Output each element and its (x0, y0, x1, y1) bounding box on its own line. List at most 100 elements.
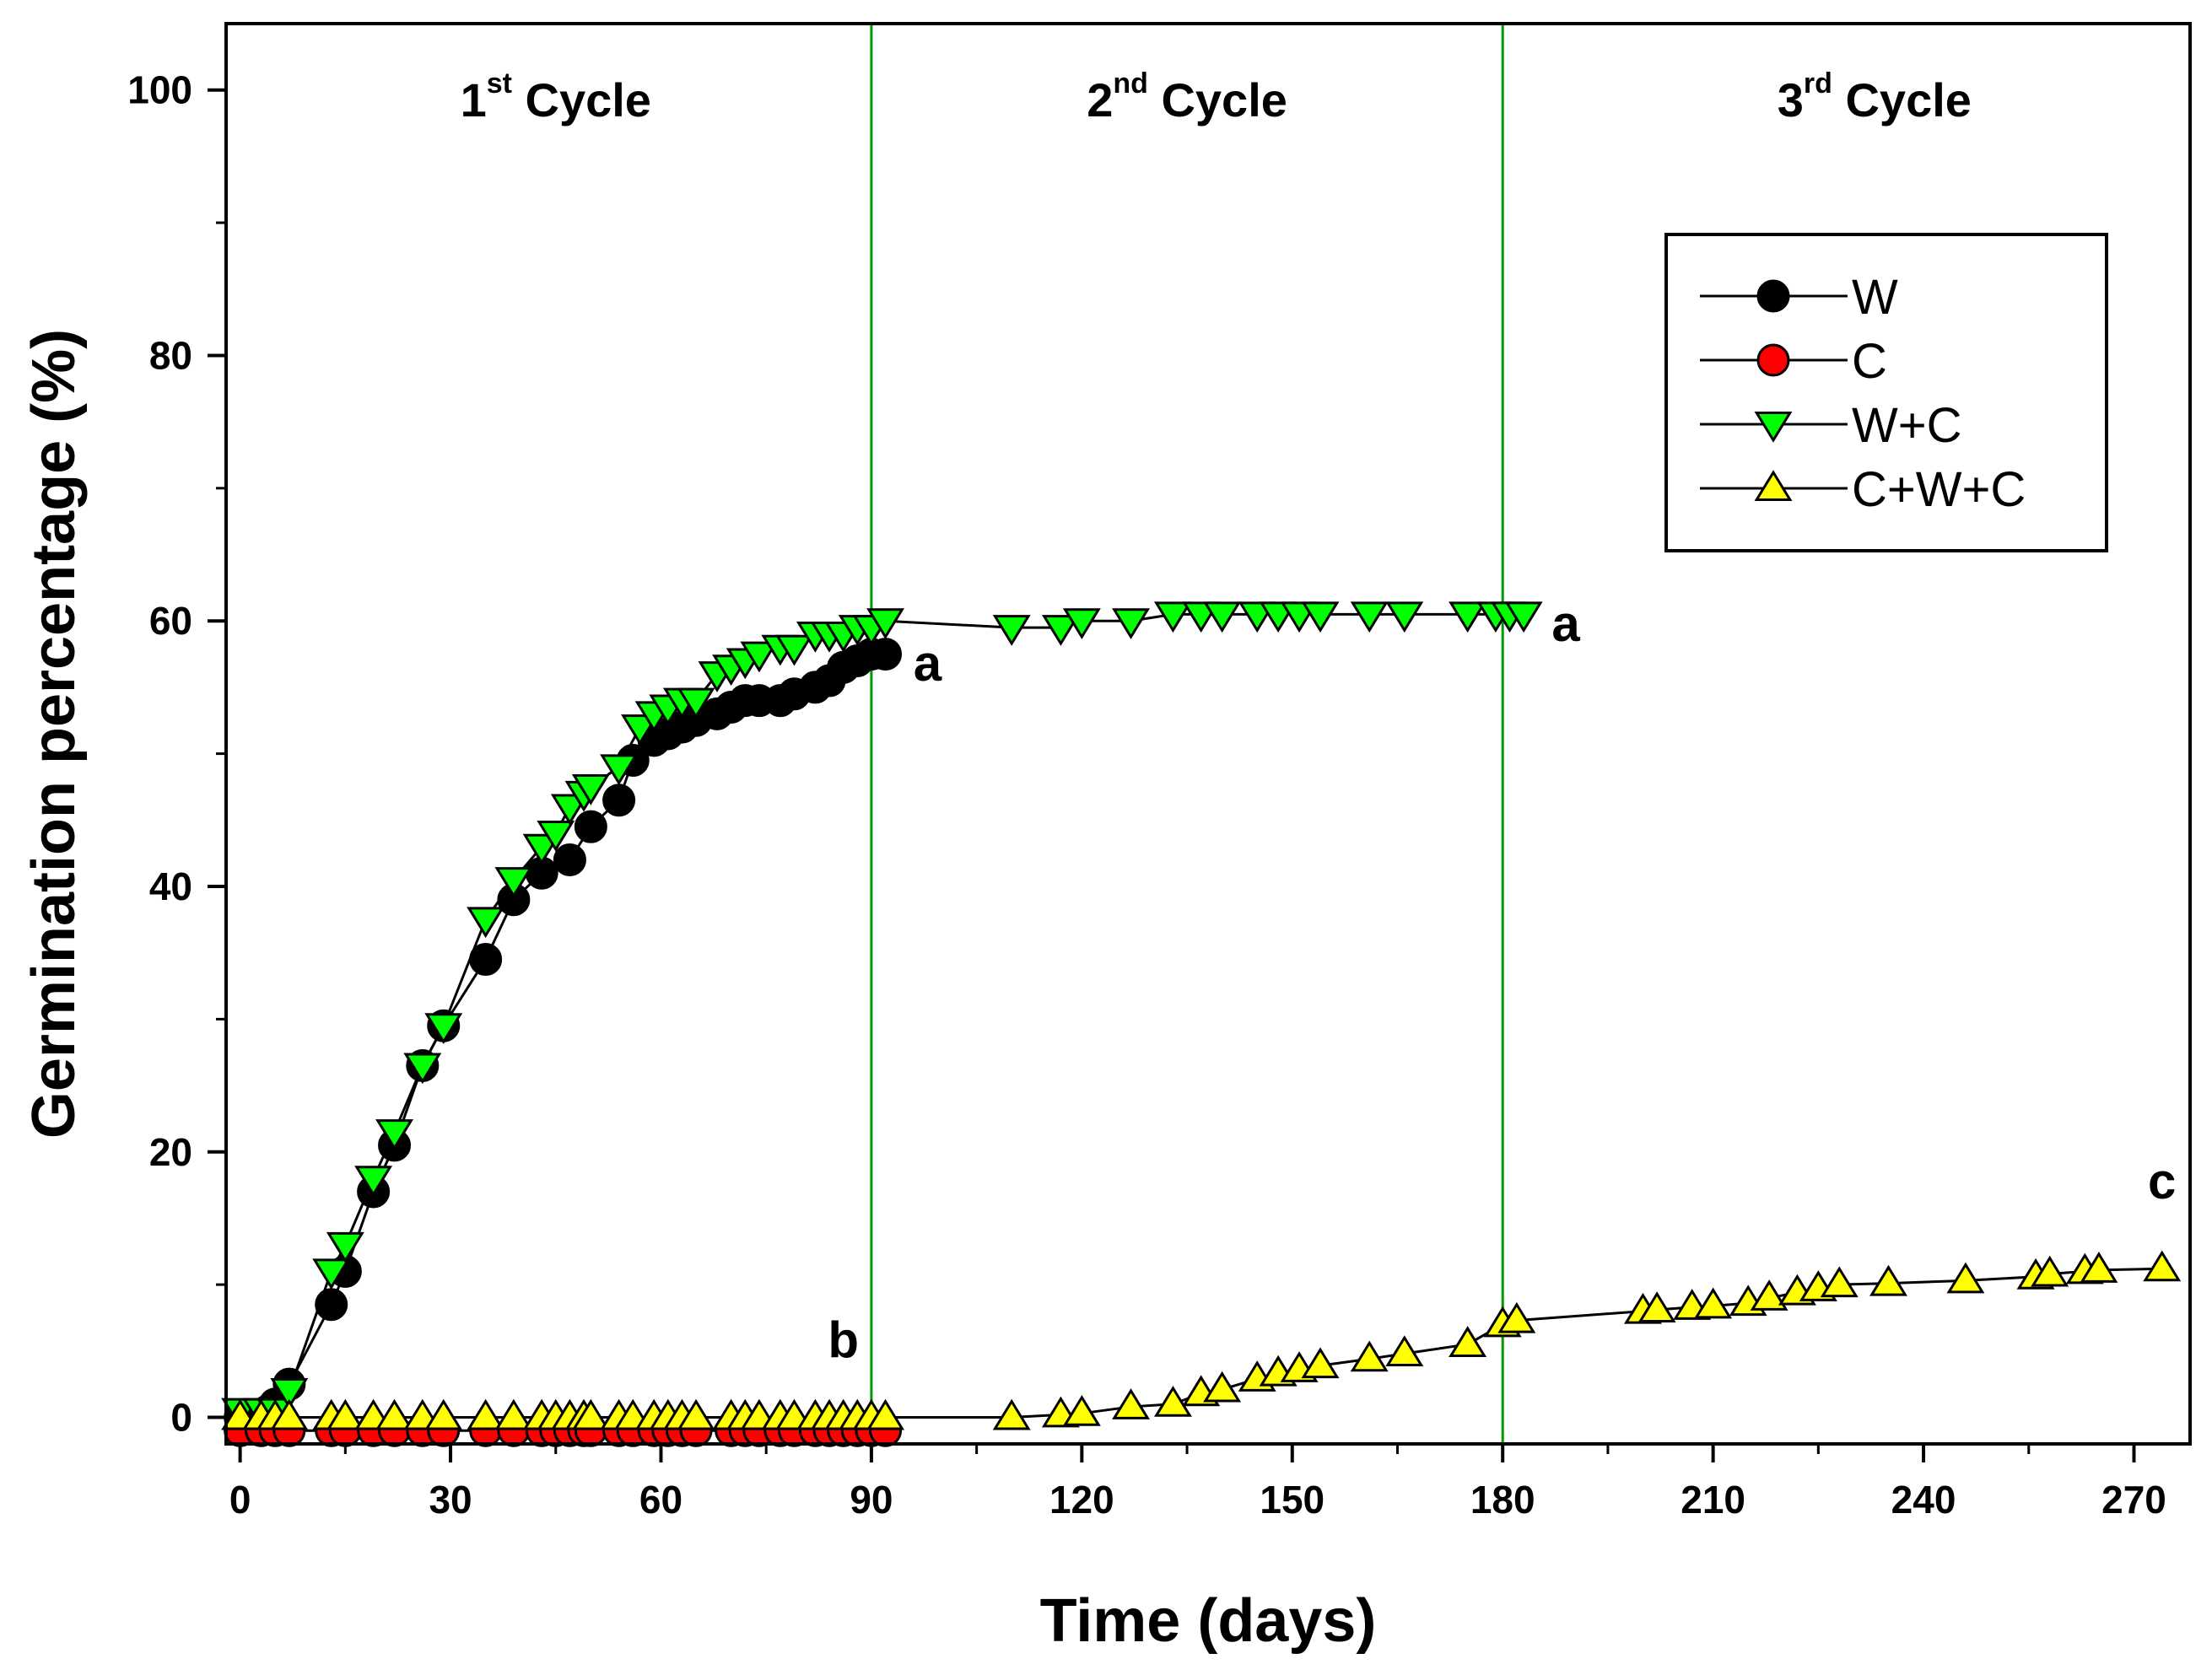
data-point-c-plus-w-plus-c (1497, 1301, 1536, 1333)
legend-label-w-plus-c: W+C (1852, 398, 1962, 453)
data-point-w-plus-c (600, 754, 639, 786)
cycle-label: 2nd Cycle (1087, 67, 1287, 127)
y-tick-label: 20 (149, 1130, 192, 1174)
x-axis-title: Time (days) (1040, 1587, 1377, 1655)
data-point-c-plus-w-plus-c (1112, 1388, 1151, 1419)
data-point-w-plus-c (740, 641, 779, 673)
data-point-c-plus-w-plus-c (494, 1398, 533, 1430)
data-point-w-plus-c (537, 821, 575, 852)
x-tick-label: 120 (1049, 1478, 1114, 1522)
data-point-w (574, 810, 607, 843)
data-point-w-plus-c (467, 907, 505, 939)
legend-marker-w-plus-c (1754, 412, 1793, 443)
data-point-c-plus-w-plus-c (1062, 1395, 1101, 1426)
axes-layer: 0 30 60 90 120 150 180 210 240 270 0 20 40 60 80 100 Tim… (20, 68, 2166, 1655)
data-point-c-plus-w-plus-c (1385, 1335, 1424, 1366)
cycle-label-number: 3 (1778, 73, 1804, 127)
data-point-w-plus-c (312, 1258, 351, 1290)
data-point-c-plus-w-plus-c (424, 1398, 463, 1430)
data-point-c-plus-w-plus-c (1153, 1386, 1192, 1417)
data-point-w-plus-c (354, 1166, 393, 1198)
data-point-c-plus-w-plus-c (571, 1398, 610, 1430)
data-point-w-plus-c (375, 1119, 414, 1150)
x-tick-label: 150 (1260, 1478, 1325, 1522)
cycle-label: 1st Cycle (461, 67, 651, 127)
data-point-c-plus-w-plus-c (1449, 1326, 1487, 1357)
significance-letter: a (914, 635, 942, 692)
cycle-label-text: Cycle (1832, 73, 1972, 127)
plot-area: 1st Cycle 2nd Cycle 3rd Cycle (461, 24, 1972, 1444)
data-point-w-plus-c (1301, 601, 1340, 633)
data-point-c-plus-w-plus-c (2143, 1250, 2182, 1282)
legend-marker-c-plus-w-plus-c (1754, 470, 1793, 501)
data-point-c-plus-w-plus-c (1350, 1340, 1389, 1372)
significance-letter: c (2148, 1153, 2176, 1209)
y-tick-label: 0 (170, 1396, 192, 1440)
legend-label-c-plus-w-plus-c: C+W+C (1852, 462, 2026, 517)
cycle-label-number: 2 (1087, 73, 1113, 127)
data-point-w (602, 784, 636, 817)
data-point-w-plus-c (1350, 601, 1389, 633)
data-point-w-plus-c (1449, 601, 1487, 633)
data-point-w-plus-c (424, 1013, 463, 1045)
y-axis-title: Germination percentage (%) (20, 329, 88, 1139)
data-point-c-plus-w-plus-c (1203, 1371, 1242, 1403)
data-point-c-plus-w-plus-c (2031, 1255, 2069, 1287)
x-tick-label: 240 (1891, 1478, 1956, 1522)
data-point-c-plus-w-plus-c (866, 1398, 905, 1430)
data-point-w (869, 638, 903, 671)
cycle-label-superscript: st (487, 67, 512, 100)
data-point-w-plus-c (326, 1231, 364, 1263)
data-point-w-plus-c (1203, 601, 1242, 633)
x-tick-label: 60 (639, 1478, 682, 1522)
legend-marker-w (1756, 279, 1790, 313)
data-point-w-plus-c (1385, 601, 1424, 633)
data-point-w-plus-c (992, 615, 1031, 646)
legend-box (1664, 233, 2108, 552)
data-point-c-plus-w-plus-c (1946, 1262, 1985, 1294)
series-c-plus-w-plus-c (221, 1250, 2182, 1430)
data-point-w-plus-c (774, 634, 813, 666)
cycle-label-superscript: rd (1804, 67, 1832, 100)
data-point-w-plus-c (1504, 601, 1543, 633)
data-point-w-plus-c (1062, 608, 1101, 640)
cycle-label-text: Cycle (512, 73, 651, 127)
cycle-label-number: 1 (461, 73, 487, 127)
data-point-w-plus-c (677, 687, 715, 719)
data-point-w-plus-c (571, 773, 610, 805)
significance-letter: a (1551, 595, 1580, 652)
data-point-c-plus-w-plus-c (1869, 1264, 1907, 1296)
data-point-c-plus-w-plus-c (1301, 1347, 1340, 1379)
data-point-c-plus-w-plus-c (992, 1398, 1031, 1430)
legend-marker-c (1756, 343, 1790, 377)
data-point-c-plus-w-plus-c (677, 1398, 715, 1430)
annotations: a a b c (828, 595, 2176, 1369)
data-point-c-plus-w-plus-c (326, 1398, 364, 1430)
cycle-label-superscript: nd (1113, 67, 1148, 100)
x-tick-label: 270 (2101, 1478, 2166, 1522)
data-point-w (553, 843, 586, 877)
significance-letter: b (828, 1312, 859, 1369)
data-point-c-plus-w-plus-c (1694, 1287, 1733, 1319)
y-tick-label: 60 (149, 599, 192, 643)
x-tick-label: 0 (229, 1478, 251, 1522)
data-point-c-plus-w-plus-c (467, 1398, 505, 1430)
data-point-w-plus-c (1153, 601, 1192, 633)
data-point-c-plus-w-plus-c (2080, 1252, 2118, 1283)
x-tick-label: 210 (1681, 1478, 1745, 1522)
data-point-w-plus-c (1112, 608, 1151, 640)
cycle-label: 3rd Cycle (1778, 67, 1972, 127)
data-point-c-plus-w-plus-c (1750, 1279, 1788, 1311)
y-tick-label: 100 (127, 68, 192, 112)
data-point-c-plus-w-plus-c (1820, 1266, 1859, 1298)
legend: WC W+C C+W+C (1664, 233, 2108, 552)
y-tick-label: 40 (149, 864, 192, 908)
legend-label-w: W (1852, 270, 1898, 325)
series-w-plus-c (221, 601, 1543, 1430)
data-point-w-plus-c (1041, 615, 1080, 646)
data-point-c-plus-w-plus-c (1637, 1291, 1676, 1323)
x-tick-label: 90 (850, 1478, 893, 1522)
plot-frame (224, 22, 2192, 1446)
legend-label-c: C (1852, 334, 1887, 389)
